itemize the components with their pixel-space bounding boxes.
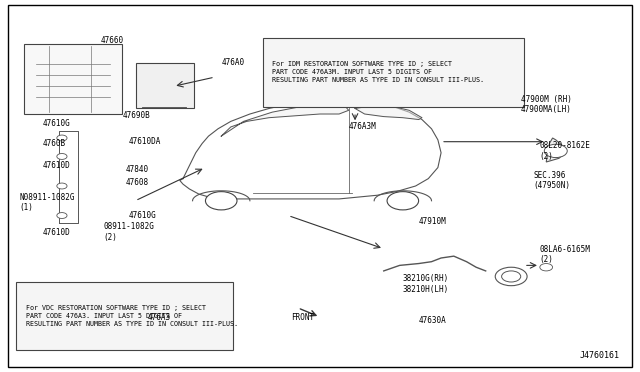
- Text: 47660: 47660: [100, 36, 124, 45]
- Circle shape: [540, 263, 552, 271]
- Text: 47690B: 47690B: [122, 111, 150, 121]
- Text: 476A3: 476A3: [148, 312, 171, 321]
- Text: 47610DA: 47610DA: [129, 137, 161, 146]
- Text: 47900M (RH)
47900MA(LH): 47900M (RH) 47900MA(LH): [521, 95, 572, 115]
- Polygon shape: [180, 101, 441, 199]
- Circle shape: [57, 135, 67, 141]
- Text: 38210G(RH)
38210H(LH): 38210G(RH) 38210H(LH): [403, 274, 449, 294]
- Circle shape: [544, 144, 567, 158]
- Text: J4760161: J4760161: [579, 350, 620, 359]
- FancyBboxPatch shape: [262, 38, 524, 107]
- Polygon shape: [221, 105, 349, 136]
- Circle shape: [387, 192, 419, 210]
- Text: 47610D: 47610D: [43, 228, 70, 237]
- Text: SEC.396
(47950N): SEC.396 (47950N): [534, 171, 570, 190]
- FancyBboxPatch shape: [136, 63, 195, 108]
- Text: For VDC RESTORATION SOFTWARE TYPE ID ; SELECT
PART CODE 476A3. INPUT LAST 5 DIGI: For VDC RESTORATION SOFTWARE TYPE ID ; S…: [26, 305, 237, 327]
- Text: 08LA6-6165M
(2): 08LA6-6165M (2): [540, 245, 591, 264]
- Text: 47608: 47608: [125, 178, 148, 187]
- FancyBboxPatch shape: [16, 282, 233, 350]
- Circle shape: [495, 267, 527, 286]
- Circle shape: [57, 183, 67, 189]
- Text: 47840: 47840: [125, 165, 148, 174]
- Text: N08911-1082G
(1): N08911-1082G (1): [19, 193, 75, 212]
- Polygon shape: [355, 106, 422, 119]
- Polygon shape: [546, 138, 565, 162]
- Text: 47610D: 47610D: [43, 161, 70, 170]
- Text: 08L20-8162E
(2): 08L20-8162E (2): [540, 141, 591, 161]
- Circle shape: [205, 192, 237, 210]
- Text: 47630A: 47630A: [419, 316, 447, 325]
- Text: 47910M: 47910M: [419, 217, 447, 225]
- Text: 476A3M: 476A3M: [349, 122, 376, 131]
- FancyBboxPatch shape: [8, 5, 632, 367]
- Text: 476A0: 476A0: [221, 58, 244, 67]
- FancyBboxPatch shape: [24, 44, 122, 114]
- Text: 47610G: 47610G: [129, 211, 157, 220]
- Text: 47610G: 47610G: [43, 119, 70, 128]
- Text: 08911-1082G
(2): 08911-1082G (2): [103, 222, 154, 242]
- Circle shape: [502, 271, 521, 282]
- Text: 4760B: 4760B: [43, 139, 66, 148]
- Circle shape: [57, 212, 67, 218]
- Text: For IDM RESTORATION SOFTWARE TYPE ID ; SELECT
PART CODE 476A3M. INPUT LAST 5 DIG: For IDM RESTORATION SOFTWARE TYPE ID ; S…: [272, 61, 484, 83]
- Text: FRONT: FRONT: [291, 312, 314, 321]
- Circle shape: [57, 154, 67, 160]
